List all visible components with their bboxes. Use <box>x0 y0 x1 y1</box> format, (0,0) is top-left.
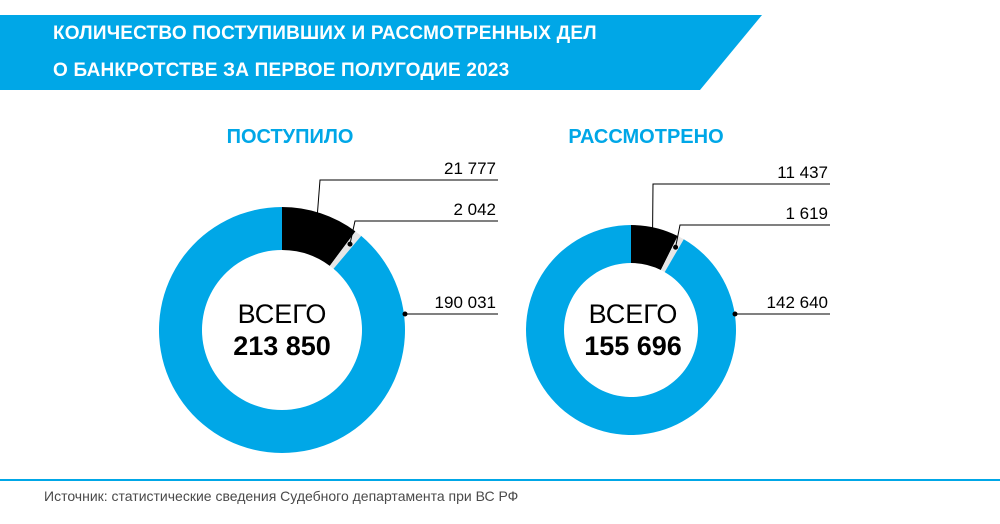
leader-line <box>675 224 830 248</box>
leader-dot <box>347 241 353 247</box>
center-total: 155 696 <box>584 331 682 361</box>
donut-chart-reviewed: 11 437 1 619 142 640 <box>525 163 830 436</box>
center-total: 213 850 <box>233 331 331 361</box>
slice-value-label: 142 640 <box>767 293 828 312</box>
header-banner-shape <box>0 15 762 90</box>
slice-value-label: 190 031 <box>435 293 496 312</box>
center-word: ВСЕГО <box>588 299 678 329</box>
leader-line <box>652 183 830 239</box>
header-banner <box>0 15 762 90</box>
donut-slice <box>158 207 405 453</box>
donut-slice <box>329 231 362 269</box>
leader-dot <box>673 244 679 250</box>
donut-heading-received: ПОСТУПИЛО <box>226 126 354 148</box>
source-note: Источник: статистические сведения Судебн… <box>44 488 519 504</box>
donut-center-received: ВСЕГО 213 850 <box>182 298 382 362</box>
donut-heading-reviewed: РАССМОТРЕНО <box>568 126 724 148</box>
leader-dot <box>650 235 656 241</box>
donut-slice <box>525 225 736 436</box>
leader-line <box>315 179 498 227</box>
slice-value-label: 11 437 <box>777 163 828 182</box>
leader-dot <box>402 311 408 317</box>
donut-center-reviewed: ВСЕГО 155 696 <box>533 298 733 362</box>
slice-value-label: 1 619 <box>785 204 828 223</box>
leader-dot <box>732 311 738 317</box>
slice-value-label: 2 042 <box>453 200 496 219</box>
leader-line <box>349 220 498 245</box>
donut-slice <box>660 235 684 273</box>
chart-title-line-2: О БАНКРОТСТВЕ ЗА ПЕРВОЕ ПОЛУГОДИЕ 2023 <box>53 60 510 81</box>
donut-chart-received: 21 777 2 042 190 031 <box>158 159 498 453</box>
center-word: ВСЕГО <box>237 299 327 329</box>
footer-divider <box>0 479 1000 481</box>
donut-slice <box>282 207 356 266</box>
slice-value-label: 21 777 <box>444 159 496 178</box>
leader-dot <box>313 223 319 229</box>
chart-title-line-1: КОЛИЧЕСТВО ПОСТУПИВШИХ И РАССМОТРЕННЫХ Д… <box>53 23 597 44</box>
donut-slice <box>631 225 678 271</box>
